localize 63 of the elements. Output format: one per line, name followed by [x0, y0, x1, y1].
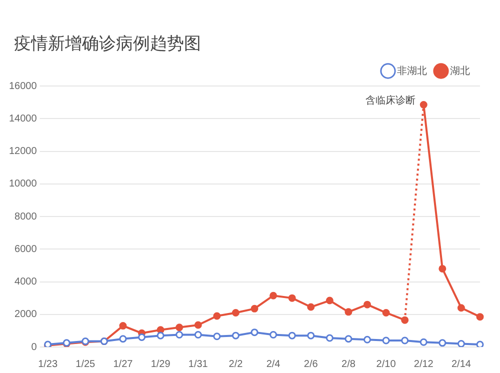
- point: [213, 312, 221, 320]
- x-tick-label: 1/25: [76, 358, 96, 370]
- x-tick-label: 1/29: [150, 358, 171, 370]
- point: [457, 304, 465, 312]
- chart-title: 疫情新增确诊病例趋势图: [14, 33, 201, 55]
- point: [364, 300, 372, 308]
- point: [119, 322, 127, 330]
- x-tick-label: 2/12: [414, 358, 434, 370]
- x-tick-label: 1/27: [113, 358, 134, 370]
- y-tick-label: 14000: [8, 113, 38, 124]
- point: [194, 331, 202, 339]
- point: [232, 308, 240, 316]
- y-tick-label: 6000: [14, 244, 38, 255]
- point: [382, 336, 390, 344]
- point: [213, 332, 221, 340]
- y-tick-label: 2000: [14, 309, 38, 320]
- y-tick-label: 0: [31, 342, 38, 353]
- point: [288, 332, 296, 340]
- point: [476, 340, 484, 347]
- point: [382, 308, 390, 316]
- point: [326, 296, 334, 304]
- point: [194, 321, 202, 329]
- point: [420, 338, 428, 346]
- point: [270, 292, 278, 300]
- x-tick-label: 1/23: [38, 358, 58, 370]
- point: [270, 331, 278, 339]
- point: [344, 335, 352, 343]
- x-tick-label: 1/31: [188, 358, 208, 370]
- x-tick-label: 2/8: [342, 358, 356, 370]
- point: [344, 308, 352, 316]
- point: [176, 331, 184, 339]
- y-tick-label: 12000: [8, 146, 38, 157]
- point: [476, 313, 484, 321]
- x-tick-label: 2/4: [266, 358, 281, 370]
- point: [420, 101, 428, 109]
- legend-label: 湖北: [450, 64, 470, 77]
- point: [250, 328, 258, 336]
- x-tick-label: 2/14: [451, 358, 472, 370]
- point: [288, 294, 296, 302]
- point: [307, 332, 315, 340]
- point: [364, 336, 372, 344]
- legend-label: 非湖北: [397, 64, 427, 77]
- y-tick-label: 16000: [8, 80, 38, 92]
- point: [232, 332, 240, 340]
- point: [326, 334, 334, 342]
- x-tick-label: 2/2: [228, 358, 244, 370]
- y-tick-label: 10000: [8, 178, 38, 190]
- point: [250, 304, 258, 312]
- annotation: 含临床诊断: [366, 94, 416, 106]
- point: [438, 264, 446, 272]
- point: [307, 303, 315, 311]
- point: [156, 332, 164, 340]
- point: [401, 316, 409, 324]
- point: [438, 339, 446, 347]
- y-tick-label: 4000: [14, 276, 38, 288]
- y-tick-label: 8000: [14, 211, 38, 222]
- point: [119, 335, 127, 343]
- point: [401, 336, 409, 344]
- point: [176, 324, 184, 332]
- point: [138, 333, 146, 341]
- x-tick-label: 2/10: [376, 358, 396, 370]
- x-tick-label: 2/6: [304, 358, 318, 370]
- point: [457, 340, 465, 347]
